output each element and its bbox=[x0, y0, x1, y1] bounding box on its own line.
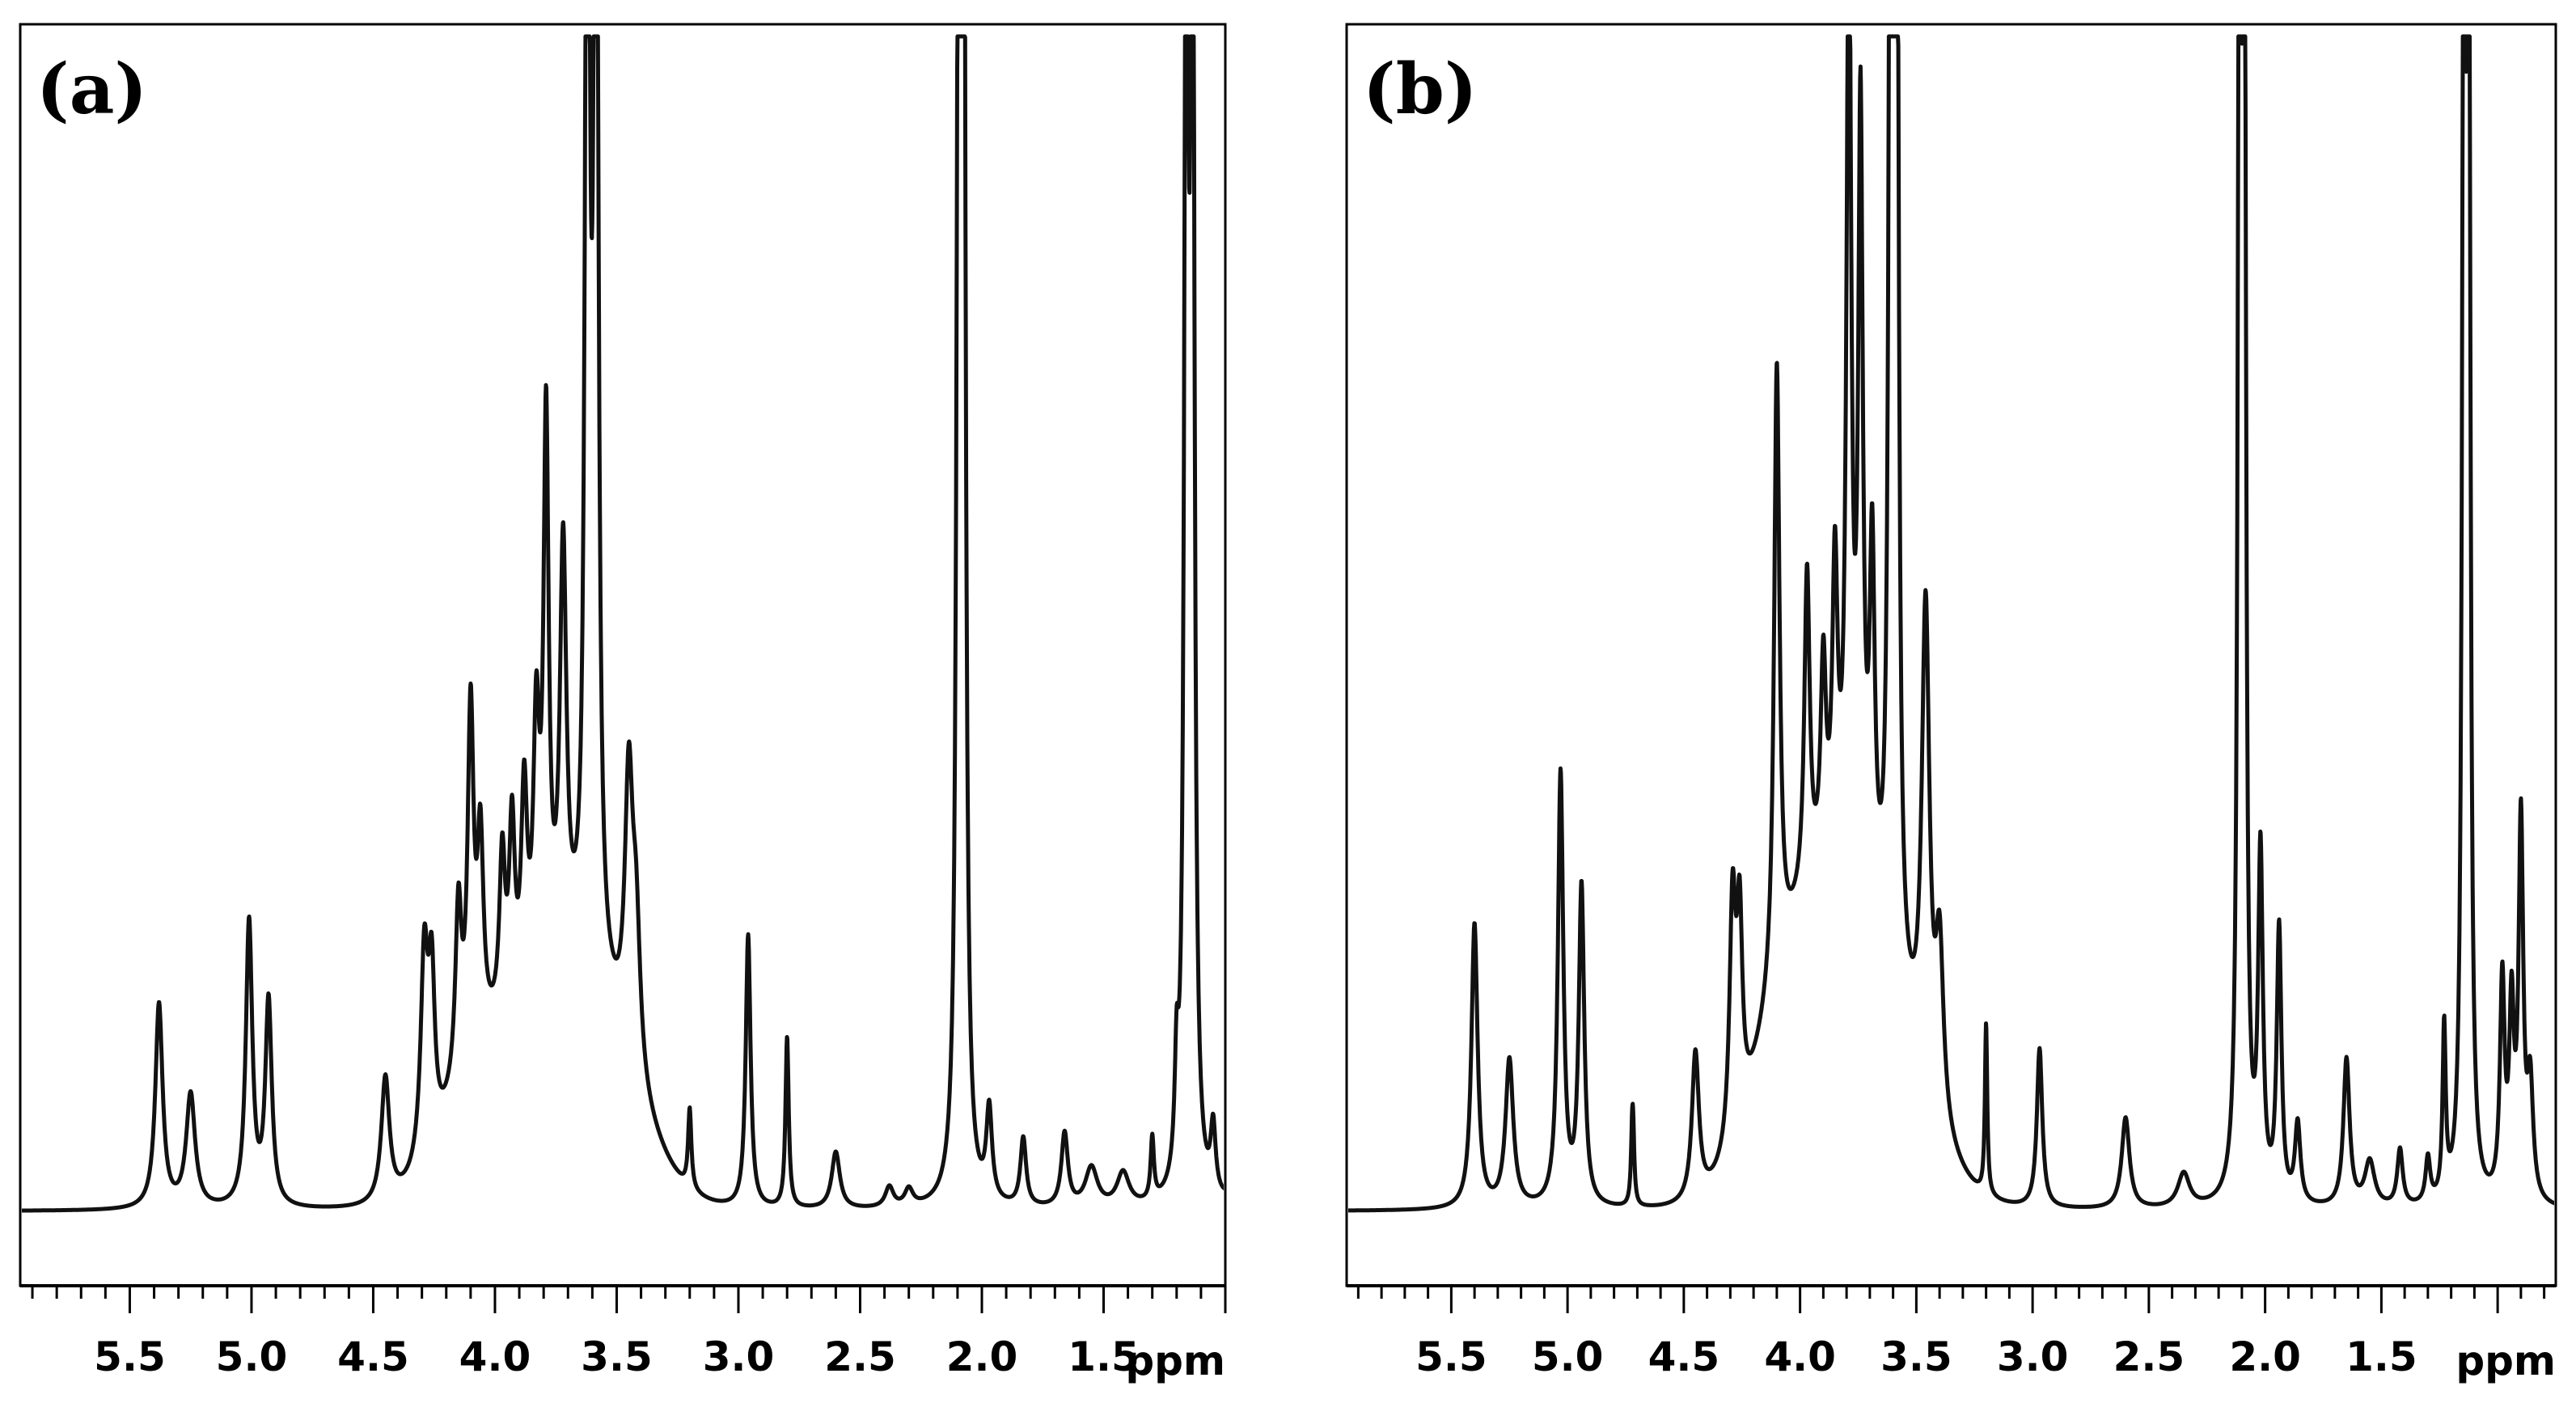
spectrum-panel-a: (a) 5.5 5.0 4.5 4.0 3.5 3.0 2.5 2.0 1.5 ppm bbox=[19, 23, 1227, 1384]
x-tick-label: 1.5 bbox=[1068, 1333, 1140, 1380]
x-tick-label: 3.5 bbox=[581, 1333, 653, 1380]
panel-b-ticks bbox=[1356, 1286, 2546, 1313]
x-tick-label: 5.0 bbox=[1532, 1333, 1604, 1380]
x-tick-label: 3.0 bbox=[703, 1333, 775, 1380]
panel-a-frame bbox=[19, 23, 1227, 1287]
panel-b-frame bbox=[1345, 23, 2557, 1287]
x-tick-label: 5.5 bbox=[94, 1333, 166, 1380]
x-tick-label: 2.5 bbox=[824, 1333, 896, 1380]
x-tick-label: 3.0 bbox=[1997, 1333, 2069, 1380]
panel-a-ticks bbox=[31, 1286, 1227, 1313]
panel-a-tick-labels: 5.5 5.0 4.5 4.0 3.5 3.0 2.5 2.0 1.5 bbox=[94, 1333, 1140, 1380]
x-tick-label: 2.5 bbox=[2113, 1333, 2185, 1380]
panel-b-spectrum-line bbox=[1348, 34, 2554, 1213]
panel-a-label: (a) bbox=[36, 49, 147, 130]
x-tick-label: 2.0 bbox=[2229, 1333, 2301, 1380]
panel-a-spectrum-line bbox=[22, 34, 1224, 1213]
x-tick-label: 4.0 bbox=[1764, 1333, 1836, 1380]
x-tick-label: 3.5 bbox=[1880, 1333, 1952, 1380]
panel-b-xlabel: ppm bbox=[2455, 1337, 2556, 1384]
spectrum-panel-b: (b) 5.5 5.0 4.5 4.0 3.5 3.0 2.5 2.0 1.5 ppm bbox=[1345, 23, 2557, 1384]
panel-b-tick-labels: 5.5 5.0 4.5 4.0 3.5 3.0 2.5 2.0 1.5 bbox=[1415, 1333, 2417, 1380]
x-tick-label: 1.5 bbox=[2345, 1333, 2417, 1380]
panel-a-xlabel: ppm bbox=[1125, 1337, 1225, 1384]
x-tick-label: 5.5 bbox=[1415, 1333, 1487, 1380]
x-tick-label: 5.0 bbox=[216, 1333, 288, 1380]
x-tick-label: 4.0 bbox=[459, 1333, 531, 1380]
panel-b-label: (b) bbox=[1363, 49, 1478, 130]
x-tick-label: 4.5 bbox=[1648, 1333, 1720, 1380]
x-tick-label: 4.5 bbox=[337, 1333, 409, 1380]
x-tick-label: 2.0 bbox=[946, 1333, 1018, 1380]
